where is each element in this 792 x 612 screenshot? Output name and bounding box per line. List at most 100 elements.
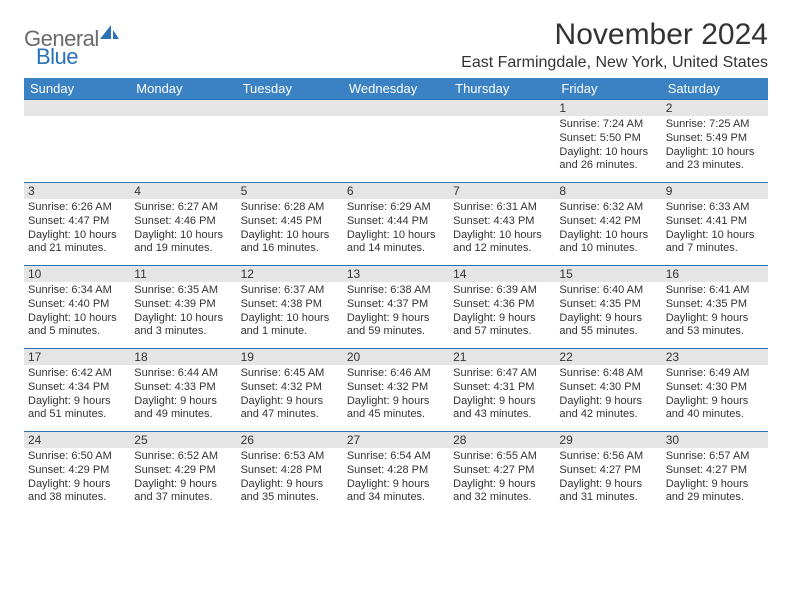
- daylight-text: Daylight: 10 hours and 23 minutes.: [666, 146, 764, 174]
- sunrise-text: Sunrise: 6:47 AM: [453, 367, 551, 381]
- calendar-day: 12Sunrise: 6:37 AMSunset: 4:38 PMDayligh…: [237, 266, 343, 348]
- day-info: Sunrise: 6:54 AMSunset: 4:28 PMDaylight:…: [347, 450, 445, 505]
- dayhead-tuesday: Tuesday: [237, 78, 343, 99]
- calendar-day: 9Sunrise: 6:33 AMSunset: 4:41 PMDaylight…: [662, 183, 768, 265]
- day-number: 3: [24, 183, 130, 199]
- sunset-text: Sunset: 4:27 PM: [453, 464, 551, 478]
- calendar-day: 3Sunrise: 6:26 AMSunset: 4:47 PMDaylight…: [24, 183, 130, 265]
- daylight-text: Daylight: 9 hours and 40 minutes.: [666, 395, 764, 423]
- sunrise-text: Sunrise: 6:34 AM: [28, 284, 126, 298]
- day-number: 20: [343, 349, 449, 365]
- page-subtitle: East Farmingdale, New York, United State…: [461, 54, 768, 72]
- day-number: [237, 100, 343, 116]
- day-number: 28: [449, 432, 555, 448]
- calendar-day: 29Sunrise: 6:56 AMSunset: 4:27 PMDayligh…: [555, 432, 661, 514]
- day-number: 19: [237, 349, 343, 365]
- calendar-day: 19 Sunrise: 6:45 AMSunset: 4:32 PMDayligh…: [237, 349, 343, 431]
- day-number: 14: [449, 266, 555, 282]
- sunset-text: Sunset: 4:37 PM: [347, 298, 445, 312]
- calendar-day: 25 Sunrise: 6:52 AMSunset: 4:29 PMDayligh…: [130, 432, 236, 514]
- sunrise-text: Sunrise: 7:25 AM: [666, 118, 764, 132]
- daylight-text: Daylight: 9 hours and 42 minutes.: [559, 395, 657, 423]
- daylight-text: Daylight: 10 hours and 16 minutes.: [241, 229, 339, 257]
- title-block: November 2024 East Farmingdale, New York…: [461, 18, 768, 72]
- dayhead-saturday: Saturday: [662, 78, 768, 99]
- sunrise-text: Sunrise: 6:31 AM: [453, 201, 551, 215]
- dayhead-wednesday: Wednesday: [343, 78, 449, 99]
- day-info: Sunrise: 6:45 AMSunset: 4:32 PMDaylight:…: [241, 367, 339, 422]
- sunset-text: Sunset: 4:35 PM: [666, 298, 764, 312]
- dayhead-friday: Friday: [555, 78, 661, 99]
- daylight-text: Daylight: 10 hours and 12 minutes.: [453, 229, 551, 257]
- day-info: Sunrise: 6:40 AMSunset: 4:35 PMDaylight:…: [559, 284, 657, 339]
- day-number: 11: [130, 266, 236, 282]
- day-number: [343, 100, 449, 116]
- calendar-week: 1Sunrise: 7:24 AMSunset: 5:50 PMDaylight…: [24, 99, 768, 182]
- sunset-text: Sunset: 4:41 PM: [666, 215, 764, 229]
- day-info: Sunrise: 6:48 AMSunset: 4:30 PMDaylight:…: [559, 367, 657, 422]
- calendar-week: 10Sunrise: 6:34 AMSunset: 4:40 PMDayligh…: [24, 265, 768, 348]
- sunset-text: Sunset: 4:29 PM: [28, 464, 126, 478]
- sunset-text: Sunset: 4:29 PM: [134, 464, 232, 478]
- sunrise-text: Sunrise: 6:33 AM: [666, 201, 764, 215]
- sunrise-text: Sunrise: 6:49 AM: [666, 367, 764, 381]
- sunset-text: Sunset: 4:33 PM: [134, 381, 232, 395]
- day-number: 16: [662, 266, 768, 282]
- day-info: Sunrise: 6:35 AMSunset: 4:39 PMDaylight:…: [134, 284, 232, 339]
- day-info: Sunrise: 6:50 AMSunset: 4:29 PMDaylight:…: [28, 450, 126, 505]
- daylight-text: Daylight: 9 hours and 37 minutes.: [134, 478, 232, 506]
- sunrise-text: Sunrise: 6:46 AM: [347, 367, 445, 381]
- day-number: [130, 100, 236, 116]
- daylight-text: Daylight: 9 hours and 49 minutes.: [134, 395, 232, 423]
- daylight-text: Daylight: 10 hours and 10 minutes.: [559, 229, 657, 257]
- daylight-text: Daylight: 9 hours and 53 minutes.: [666, 312, 764, 340]
- calendar-day: 28Sunrise: 6:55 AMSunset: 4:27 PMDayligh…: [449, 432, 555, 514]
- calendar-day: 27Sunrise: 6:54 AMSunset: 4:28 PMDayligh…: [343, 432, 449, 514]
- calendar-day: 15Sunrise: 6:40 AMSunset: 4:35 PMDayligh…: [555, 266, 661, 348]
- sunset-text: Sunset: 4:31 PM: [453, 381, 551, 395]
- sunset-text: Sunset: 4:30 PM: [559, 381, 657, 395]
- sunset-text: Sunset: 4:32 PM: [241, 381, 339, 395]
- day-number: 17: [24, 349, 130, 365]
- sunrise-text: Sunrise: 6:27 AM: [134, 201, 232, 215]
- daylight-text: Daylight: 10 hours and 3 minutes.: [134, 312, 232, 340]
- sunset-text: Sunset: 4:28 PM: [347, 464, 445, 478]
- sunrise-text: Sunrise: 6:32 AM: [559, 201, 657, 215]
- sunrise-text: Sunrise: 6:56 AM: [559, 450, 657, 464]
- calendar-week: 17 Sunrise: 6:42 AMSunset: 4:34 PMDayligh…: [24, 348, 768, 431]
- sunrise-text: Sunrise: 6:44 AM: [134, 367, 232, 381]
- calendar-day: 22 Sunrise: 6:48 AMSunset: 4:30 PMDayligh…: [555, 349, 661, 431]
- sunrise-text: Sunrise: 6:48 AM: [559, 367, 657, 381]
- day-number: 9: [662, 183, 768, 199]
- day-info: Sunrise: 6:52 AMSunset: 4:29 PMDaylight:…: [134, 450, 232, 505]
- daylight-text: Daylight: 10 hours and 14 minutes.: [347, 229, 445, 257]
- calendar-day: 11 Sunrise: 6:35 AMSunset: 4:39 PMDayligh…: [130, 266, 236, 348]
- daylight-text: Daylight: 9 hours and 51 minutes.: [28, 395, 126, 423]
- day-info: Sunrise: 6:42 AMSunset: 4:34 PMDaylight:…: [28, 367, 126, 422]
- day-info: Sunrise: 6:44 AMSunset: 4:33 PMDaylight:…: [134, 367, 232, 422]
- sunset-text: Sunset: 4:30 PM: [666, 381, 764, 395]
- sunset-text: Sunset: 4:27 PM: [666, 464, 764, 478]
- day-info: Sunrise: 6:28 AMSunset: 4:45 PMDaylight:…: [241, 201, 339, 256]
- daylight-text: Daylight: 9 hours and 47 minutes.: [241, 395, 339, 423]
- day-number: 25: [130, 432, 236, 448]
- day-number: 10: [24, 266, 130, 282]
- sunset-text: Sunset: 4:43 PM: [453, 215, 551, 229]
- day-number: 6: [343, 183, 449, 199]
- day-number: 22: [555, 349, 661, 365]
- sunrise-text: Sunrise: 6:55 AM: [453, 450, 551, 464]
- logo-sail-icon: [100, 24, 120, 43]
- calendar-day: 17 Sunrise: 6:42 AMSunset: 4:34 PMDayligh…: [24, 349, 130, 431]
- sunset-text: Sunset: 4:39 PM: [134, 298, 232, 312]
- sunrise-text: Sunrise: 7:24 AM: [559, 118, 657, 132]
- dayhead-thursday: Thursday: [449, 78, 555, 99]
- day-info: Sunrise: 6:49 AMSunset: 4:30 PMDaylight:…: [666, 367, 764, 422]
- calendar-day: [343, 100, 449, 182]
- day-number: 5: [237, 183, 343, 199]
- daylight-text: Daylight: 9 hours and 38 minutes.: [28, 478, 126, 506]
- day-info: Sunrise: 6:39 AMSunset: 4:36 PMDaylight:…: [453, 284, 551, 339]
- day-number: 2: [662, 100, 768, 116]
- daylight-text: Daylight: 9 hours and 59 minutes.: [347, 312, 445, 340]
- sunrise-text: Sunrise: 6:35 AM: [134, 284, 232, 298]
- sunrise-text: Sunrise: 6:40 AM: [559, 284, 657, 298]
